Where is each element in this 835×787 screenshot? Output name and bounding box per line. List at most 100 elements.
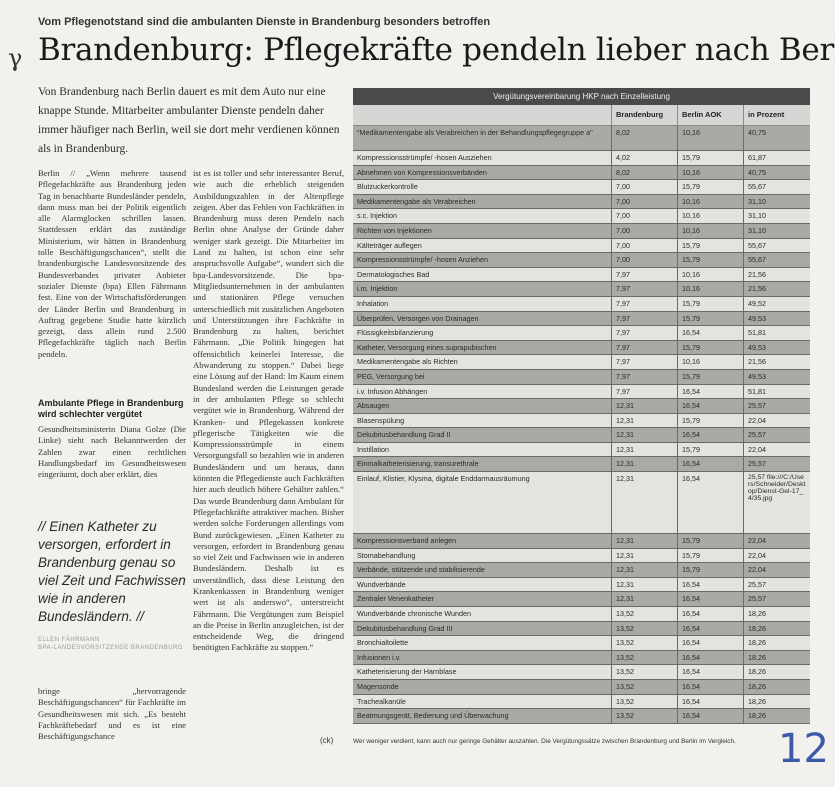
row-activity: Überprüfen, Versorgen von Drainagen bbox=[357, 313, 479, 323]
row-activity: Dekubitusbehandlung Grad III bbox=[357, 623, 453, 633]
table-row: Einlauf, Klistier, Klysma, digitale Endd… bbox=[353, 472, 810, 535]
row-brandenburg: 12,31 bbox=[611, 548, 677, 563]
row-berlin-aok: 16,54 bbox=[677, 636, 743, 650]
row-percent: 18,26 bbox=[743, 607, 810, 621]
row-percent: 22,04 bbox=[743, 548, 810, 563]
row-percent: 22,04 bbox=[743, 563, 810, 577]
row-brandenburg: 7,00 bbox=[611, 238, 677, 253]
article-column-1-bottom: bringe „hervorragende Beschäftigungschan… bbox=[38, 686, 186, 742]
row-percent: 25,57 bbox=[743, 457, 810, 472]
row-brandenburg: 12,31 bbox=[611, 457, 677, 472]
row-brandenburg: 13,52 bbox=[611, 650, 677, 665]
table-row: Medikamentengabe als Verabreichen 7,00 10,… bbox=[353, 194, 810, 210]
row-percent: 21,56 bbox=[743, 267, 810, 282]
table-row: Überprüfen, Versorgen von Drainagen 7,97 1… bbox=[353, 311, 810, 327]
article-column-1: Berlin // „Wenn mehrere tausend Pflegefa… bbox=[38, 168, 186, 359]
row-berlin-aok: 15,79 bbox=[677, 253, 743, 267]
row-brandenburg: 12,31 bbox=[611, 442, 677, 457]
row-berlin-aok: 10,16 bbox=[677, 126, 743, 150]
row-activity: Kompressionsstrümpfe/ -hosen Ausziehen bbox=[357, 153, 492, 162]
row-activity: i.v. Infusion Abhängen bbox=[357, 386, 428, 396]
row-activity: Stomabehandlung bbox=[357, 550, 416, 560]
row-activity: Beatmungsgerät, Bedienung und Überwachun… bbox=[357, 711, 509, 721]
row-brandenburg: 7,97 bbox=[611, 282, 677, 296]
row-percent: 21,56 bbox=[743, 355, 810, 369]
row-brandenburg: 12,31 bbox=[611, 563, 677, 577]
table-row: Flüssigkeitsbilanzierung 7,97 16,54 51,81 bbox=[353, 326, 810, 341]
row-percent: 25,57 bbox=[743, 577, 810, 592]
row-percent: 18,26 bbox=[743, 621, 810, 636]
row-activity: Bronchialtoilette bbox=[357, 638, 409, 648]
row-percent: 55,67 bbox=[743, 238, 810, 253]
row-activity: Absaugen bbox=[357, 401, 390, 411]
row-percent: 31,10 bbox=[743, 194, 810, 209]
row-berlin-aok: 16,54 bbox=[677, 384, 743, 399]
table-row: Inhalation 7,97 15,79 49,52 bbox=[353, 296, 810, 312]
table-row: Beatmungsgerät, Bedienung und Überwachun… bbox=[353, 709, 810, 724]
row-activity: Blasenspülung bbox=[357, 415, 405, 425]
row-activity: "Medikamentengabe als Verabreichen in de… bbox=[357, 128, 593, 137]
row-activity: Dekubitusbehandlung Grad II bbox=[357, 430, 451, 440]
row-brandenburg: 12,31 bbox=[611, 472, 677, 534]
table-row: Bronchialtoilette 13,52 16,54 18,26 bbox=[353, 636, 810, 651]
row-percent: 25,57 bbox=[743, 592, 810, 607]
row-berlin-aok: 15,79 bbox=[677, 151, 743, 165]
author-signature: (ck) bbox=[320, 736, 334, 745]
row-percent: 22,04 bbox=[743, 413, 810, 428]
row-berlin-aok: 16,54 bbox=[677, 621, 743, 636]
quote-byline: Ellen Fährmann bpa-Landesvorsitzende Bra… bbox=[38, 636, 188, 652]
row-percent: 25,57 bbox=[743, 428, 810, 442]
row-berlin-aok: 16,54 bbox=[677, 399, 743, 413]
row-activity: Blutzuckerkontrolle bbox=[357, 182, 418, 192]
row-brandenburg: 12,31 bbox=[611, 428, 677, 442]
table-row: "Medikamentengabe als Verabreichen in de… bbox=[353, 126, 810, 151]
row-brandenburg: 12,31 bbox=[611, 577, 677, 592]
compensation-table: Vergütungsvereinbarung HKP nach Einzelle… bbox=[353, 88, 810, 724]
table-row: Verbände, stützende und stabilisierende 1… bbox=[353, 563, 810, 578]
row-percent: 25,57 file:///C:/Users/Schneider/Desktop… bbox=[743, 472, 810, 534]
row-berlin-aok: 16,54 bbox=[677, 680, 743, 694]
row-brandenburg: 7,00 bbox=[611, 253, 677, 267]
row-activity: Wundverbände bbox=[357, 579, 406, 589]
row-percent: 49,52 bbox=[743, 296, 810, 311]
table-row: PEG, Versorgung bei 7,97 15,79 49,53 bbox=[353, 369, 810, 385]
row-brandenburg: 8,02 bbox=[611, 165, 677, 180]
row-berlin-aok: 10,16 bbox=[677, 165, 743, 180]
row-brandenburg: 13,52 bbox=[611, 607, 677, 621]
row-percent: 18,26 bbox=[743, 709, 810, 723]
row-percent: 18,26 bbox=[743, 694, 810, 709]
article-column-2: ist es ist toller und sehr interessanter… bbox=[193, 168, 344, 653]
table-row: Zentraler Venenkatheter 12,31 16,54 25,57 bbox=[353, 592, 810, 608]
row-berlin-aok: 15,79 bbox=[677, 311, 743, 326]
row-brandenburg: 13,52 bbox=[611, 694, 677, 709]
article-headline: Brandenburg: Pflegekräfte pendeln lieber… bbox=[38, 32, 835, 68]
byline-role: bpa-Landesvorsitzende Brandenburg bbox=[38, 645, 184, 651]
row-percent: 49,53 bbox=[743, 369, 810, 384]
row-activity: Zentraler Venenkatheter bbox=[357, 594, 435, 604]
row-berlin-aok: 16,54 bbox=[677, 577, 743, 592]
row-percent: 18,26 bbox=[743, 665, 810, 679]
row-brandenburg: 12,31 bbox=[611, 592, 677, 607]
row-brandenburg: 13,52 bbox=[611, 665, 677, 679]
row-berlin-aok: 10,16 bbox=[677, 209, 743, 223]
row-activity: Katheter, Versorgung eines suprapubische… bbox=[357, 342, 497, 352]
row-brandenburg: 12,31 bbox=[611, 534, 677, 548]
row-berlin-aok: 16,54 bbox=[677, 607, 743, 621]
row-brandenburg: 7,97 bbox=[611, 384, 677, 399]
row-brandenburg: 7,97 bbox=[611, 355, 677, 369]
row-activity: Kälteträger auflegen bbox=[357, 240, 422, 250]
row-activity: Abnehmen von Kompressionsverbänden bbox=[357, 167, 487, 177]
row-activity: Flüssigkeitsbilanzierung bbox=[357, 328, 434, 338]
article-lead: Von Brandenburg nach Berlin dauert es mi… bbox=[38, 86, 340, 155]
row-berlin-aok: 15,79 bbox=[677, 534, 743, 548]
row-brandenburg: 7,97 bbox=[611, 326, 677, 340]
row-percent: 21,56 bbox=[743, 282, 810, 296]
handwritten-margin-mark: γ bbox=[8, 44, 23, 72]
row-berlin-aok: 15,79 bbox=[677, 340, 743, 355]
row-activity: Einlauf, Klistier, Klysma, digitale Endd… bbox=[357, 474, 530, 484]
row-brandenburg: 8,02 bbox=[611, 126, 677, 150]
row-brandenburg: 4,02 bbox=[611, 151, 677, 165]
row-berlin-aok: 15,79 bbox=[677, 548, 743, 563]
row-brandenburg: 7,97 bbox=[611, 311, 677, 326]
byline-name: Ellen Fährmann bbox=[38, 637, 100, 643]
